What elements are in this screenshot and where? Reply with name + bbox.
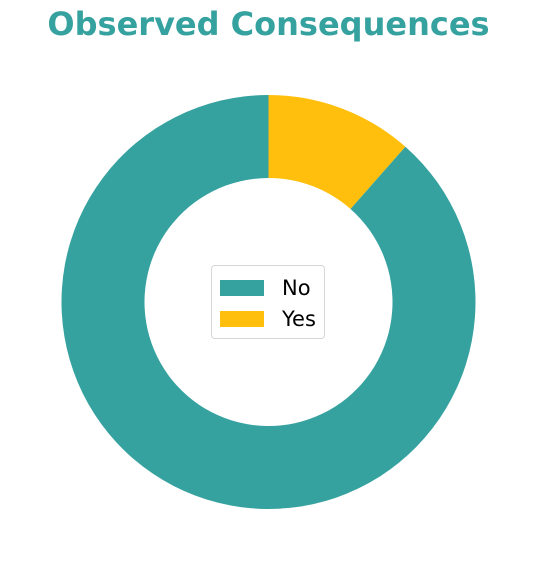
donut-slice-no	[61, 95, 476, 510]
donut-slices	[61, 95, 476, 510]
chart-title: Observed Consequences	[47, 5, 490, 43]
chart-legend: No Yes	[211, 265, 325, 339]
legend-entry-no: No	[220, 272, 316, 303]
legend-swatch-no	[220, 279, 264, 296]
legend-swatch-yes	[220, 310, 264, 327]
donut-slice-yes	[268, 95, 406, 209]
legend-entry-yes: Yes	[220, 303, 316, 334]
legend-label-yes: Yes	[282, 306, 316, 331]
legend-label-no: No	[282, 275, 311, 300]
